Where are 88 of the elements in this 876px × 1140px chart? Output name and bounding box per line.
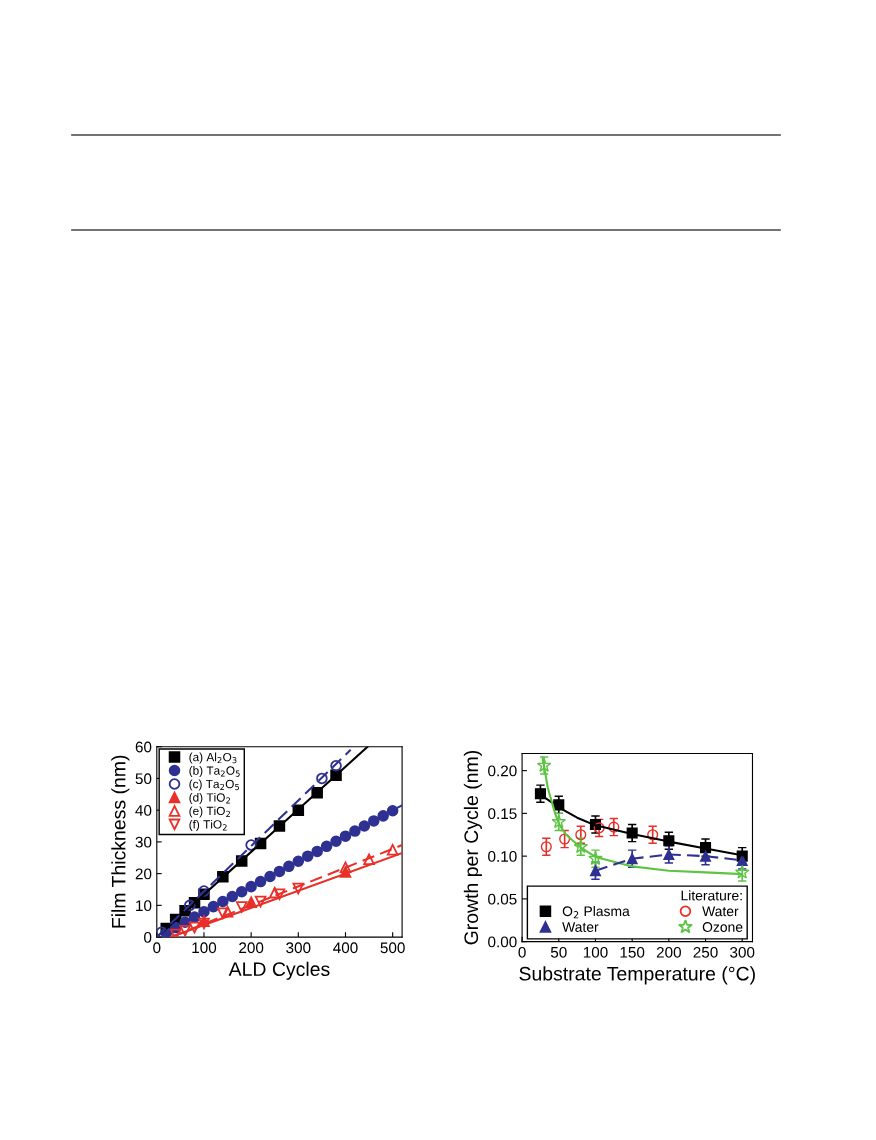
point xyxy=(540,841,552,853)
legend-label: (c) Ta$_{2}$O$_{5}$ xyxy=(189,779,240,791)
point xyxy=(316,772,328,785)
point xyxy=(593,822,605,834)
x-tick-label: 150 xyxy=(620,946,645,958)
point xyxy=(386,844,399,856)
point xyxy=(235,885,248,898)
y-tick-label: 0.10 xyxy=(488,851,517,862)
point xyxy=(559,833,571,845)
x-tick-label: 500 xyxy=(380,942,405,954)
point xyxy=(358,820,371,832)
x-tick-label: 250 xyxy=(693,946,718,958)
y-tick-label: 60 xyxy=(135,741,152,753)
x-tick-label: 200 xyxy=(656,946,681,958)
legend-label: (d) TiO$_{2}$ xyxy=(189,792,230,804)
x-tick-label: 400 xyxy=(333,942,358,954)
point xyxy=(245,880,257,893)
y-tick-label: 20 xyxy=(135,868,152,880)
legend-label: O$_{2}$ Plasma xyxy=(562,905,630,919)
y-tick-label: 0.15 xyxy=(488,808,517,820)
point xyxy=(377,810,389,822)
point xyxy=(349,825,361,837)
x-tick-label: 300 xyxy=(730,946,755,958)
point xyxy=(217,907,229,920)
point xyxy=(184,899,196,912)
point xyxy=(226,890,239,903)
y-tick-label: 0 xyxy=(144,931,152,943)
point xyxy=(217,895,229,908)
point xyxy=(179,924,191,937)
legend-label: (a) Al$_{2}$O$_{3}$ xyxy=(189,752,237,764)
point xyxy=(339,830,352,842)
legend-label: Water xyxy=(562,922,599,932)
y-tick-label: 40 xyxy=(135,805,152,816)
point xyxy=(264,870,276,883)
x-tick-label: 0 xyxy=(153,942,161,954)
x-tick-label: 100 xyxy=(583,946,608,958)
point xyxy=(221,905,234,918)
point xyxy=(188,921,201,934)
point xyxy=(292,882,305,895)
point xyxy=(273,865,286,878)
y-axis-title: Film Thickness (nm) xyxy=(111,755,130,928)
x-axis-title: ALD Cycles xyxy=(228,961,330,980)
point xyxy=(254,895,267,908)
point xyxy=(273,888,286,901)
point xyxy=(268,886,281,899)
x-tick-label: 100 xyxy=(192,942,217,954)
x-tick-label: 50 xyxy=(550,946,567,958)
point xyxy=(699,850,712,862)
legend-label: Ozone xyxy=(702,922,743,932)
point xyxy=(311,845,323,858)
point xyxy=(575,829,587,841)
point xyxy=(330,835,342,848)
y-axis-title: Growth per Cycle (nm) xyxy=(463,751,482,945)
point xyxy=(235,901,248,913)
y-tick-label: 30 xyxy=(135,836,152,848)
legend-label: (b) Ta$_{2}$O$_{5}$ xyxy=(189,766,240,778)
point xyxy=(245,839,257,851)
x-tick-label: 0 xyxy=(518,946,526,958)
point xyxy=(330,759,342,772)
point xyxy=(608,821,620,833)
point xyxy=(363,853,375,866)
point xyxy=(188,911,201,923)
point xyxy=(368,815,380,827)
x-axis-title: Substrate Temperature (°C) xyxy=(519,966,755,985)
point xyxy=(254,875,267,888)
y-tick-label: 0.00 xyxy=(488,936,517,948)
point xyxy=(589,865,602,877)
legend-label: (e) TiO$_{2}$ xyxy=(189,806,230,818)
point xyxy=(339,861,352,874)
point xyxy=(207,900,220,913)
point xyxy=(169,928,182,938)
x-tick-label: 200 xyxy=(239,942,264,954)
point xyxy=(198,905,210,918)
point xyxy=(292,855,305,868)
x-tick-label: 300 xyxy=(286,942,311,954)
point xyxy=(736,854,748,866)
point xyxy=(283,860,295,873)
legend-label: Water xyxy=(702,906,739,917)
legend-label: (f) TiO$_{2}$ xyxy=(189,819,227,831)
legend-title: Literature: xyxy=(681,890,742,901)
point xyxy=(301,850,314,862)
y-tick-label: 0.20 xyxy=(488,765,517,777)
point xyxy=(663,848,675,860)
point xyxy=(320,840,333,853)
y-tick-label: 50 xyxy=(135,773,152,785)
point xyxy=(647,829,659,841)
y-tick-label: 10 xyxy=(136,900,152,912)
y-tick-label: 0.05 xyxy=(488,893,517,905)
